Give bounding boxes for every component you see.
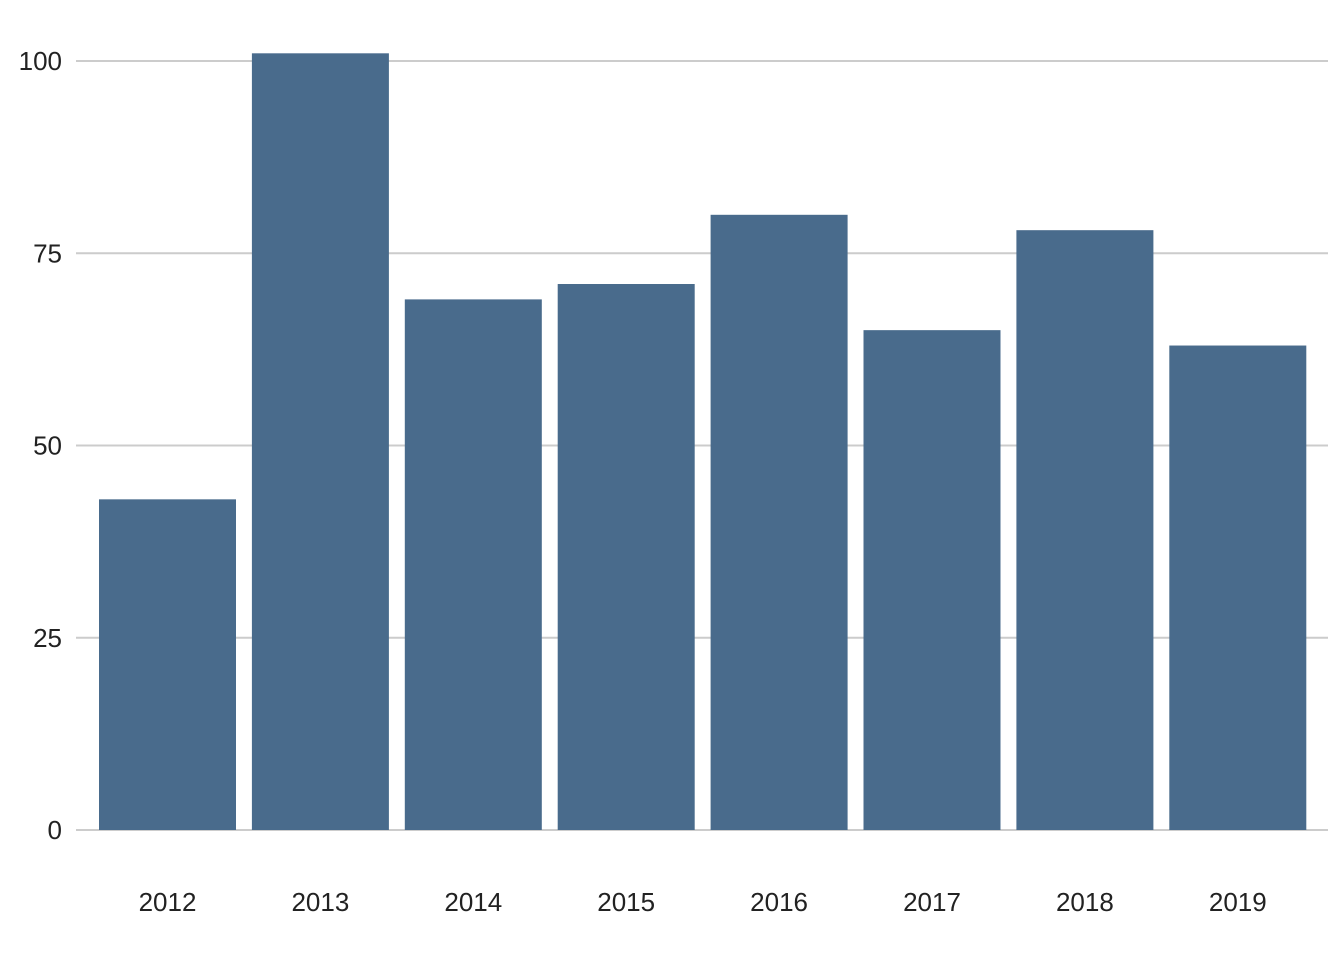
bar-2019	[1169, 345, 1307, 830]
y-tick-label: 0	[48, 815, 62, 845]
y-tick-label: 100	[19, 46, 62, 76]
bar-2017	[863, 330, 1001, 830]
y-tick-label: 75	[33, 238, 62, 268]
bar-2013	[251, 53, 389, 831]
x-axis-tick-labels: 2012 2013 2014 2015 2016 2017 2018 2019	[139, 887, 1267, 917]
x-tick-label-2016: 2016	[750, 887, 808, 917]
x-tick-label-2015: 2015	[597, 887, 655, 917]
x-tick-label-2012: 2012	[139, 887, 197, 917]
bar-2016	[710, 214, 848, 831]
x-tick-label-2013: 2013	[291, 887, 349, 917]
x-tick-label-2014: 2014	[444, 887, 502, 917]
y-tick-label: 25	[33, 623, 62, 653]
bar-2012	[99, 499, 236, 830]
y-axis-tick-labels: 0 25 50 75 100	[19, 46, 62, 845]
bar-2015	[557, 284, 695, 830]
x-tick-label-2019: 2019	[1209, 887, 1267, 917]
x-tick-label-2017: 2017	[903, 887, 961, 917]
bar-2014	[404, 299, 542, 830]
y-tick-label: 50	[33, 431, 62, 461]
x-tick-label-2018: 2018	[1056, 887, 1114, 917]
bar-2018	[1016, 230, 1154, 830]
bars	[99, 53, 1307, 831]
